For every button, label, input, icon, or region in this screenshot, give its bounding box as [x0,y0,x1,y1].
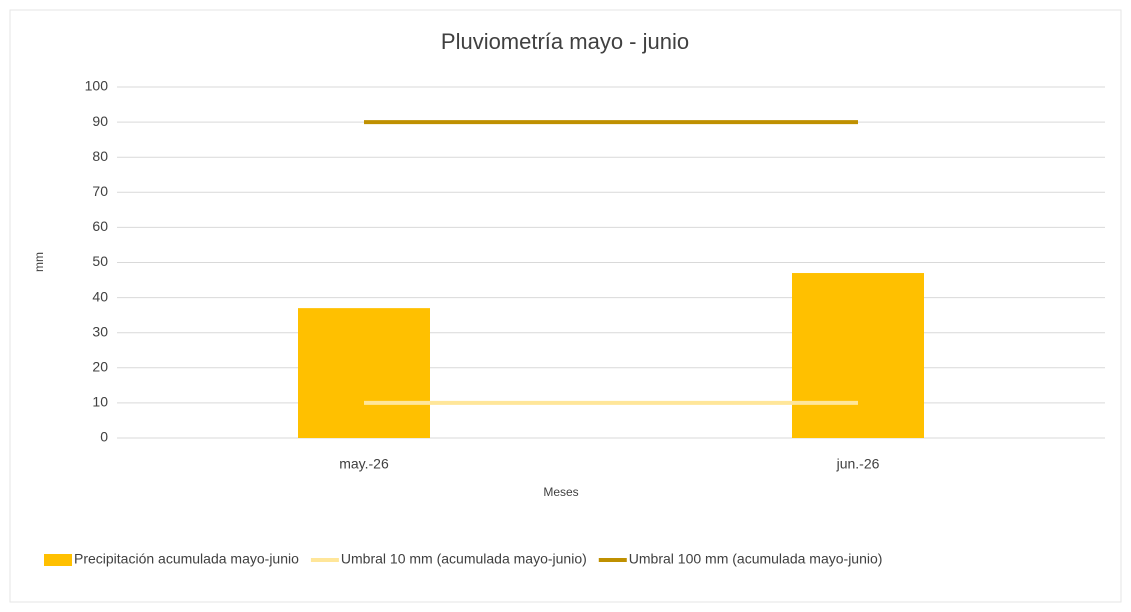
y-tick-label: 20 [92,359,108,375]
chart-frame [9,9,1122,603]
x-tick-label: may.-26 [339,456,389,472]
y-tick-label: 90 [92,113,108,129]
y-axis-label: mm [32,252,46,272]
bar [792,273,924,438]
y-tick-label: 80 [92,148,108,164]
y-tick-label: 0 [100,429,108,445]
y-tick-label: 70 [92,183,108,199]
chart-title: Pluviometría mayo - junio [441,29,689,54]
y-tick-label: 100 [85,78,109,94]
x-axis-label: Meses [543,485,578,499]
y-tick-label: 30 [92,323,108,339]
y-tick-label: 50 [92,253,108,269]
bar [298,308,430,438]
legend-label: Umbral 100 mm (acumulada mayo-junio) [629,551,883,567]
legend-label: Precipitación acumulada mayo-junio [74,551,299,567]
x-tick-label: jun.-26 [836,456,880,472]
legend-label: Umbral 10 mm (acumulada mayo-junio) [341,551,587,567]
y-tick-label: 60 [92,218,108,234]
legend-swatch [44,554,72,566]
y-tick-label: 10 [92,394,108,410]
y-tick-label: 40 [92,288,108,304]
